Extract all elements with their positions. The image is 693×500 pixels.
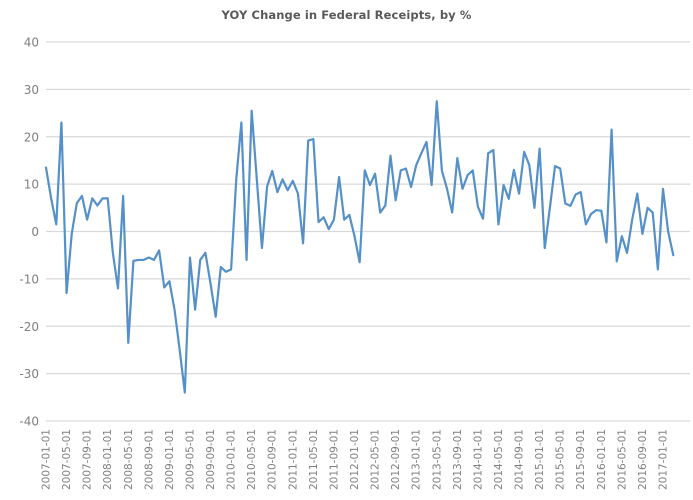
x-tick-label: 2007-09-01 — [82, 429, 94, 490]
x-tick-label: 2008-09-01 — [143, 429, 155, 490]
x-tick-label: 2009-09-01 — [205, 429, 217, 490]
data-line-YOY-%-change-in-federal-receipts — [44, 100, 675, 394]
x-tick-label: 2007-01-01 — [41, 429, 53, 490]
y-tick-label: -10 — [19, 272, 39, 286]
x-tick-label: 2014-05-01 — [493, 429, 505, 490]
x-tick-label: 2007-05-01 — [61, 429, 73, 490]
x-tick-label: 2012-09-01 — [390, 429, 402, 490]
x-tick-label: 2014-09-01 — [514, 429, 526, 490]
chart-title: YOY Change in Federal Receipts, by % — [221, 8, 472, 22]
x-tick-label: 2011-01-01 — [287, 429, 299, 490]
x-tick-label: 2012-01-01 — [349, 429, 361, 490]
x-tick-label: 2016-05-01 — [616, 429, 628, 490]
x-tick-label: 2014-01-01 — [472, 429, 484, 490]
y-tick-label: 0 — [31, 225, 39, 239]
x-tick-label: 2015-05-01 — [555, 429, 567, 490]
x-tick-label: 2012-05-01 — [370, 429, 382, 490]
x-tick-label: 2008-05-01 — [123, 429, 135, 490]
x-tick-label: 2013-01-01 — [411, 429, 423, 490]
x-tick-label: 2013-05-01 — [431, 429, 443, 490]
x-tick-label: 2010-01-01 — [226, 429, 238, 490]
y-tick-label: -30 — [19, 367, 39, 381]
x-tick-label: 2016-01-01 — [596, 429, 608, 490]
y-tick-label: -20 — [19, 320, 39, 334]
x-tick-label: 2016-09-01 — [637, 429, 649, 490]
y-tick-label: 20 — [24, 130, 39, 144]
x-tick-label: 2010-09-01 — [267, 429, 279, 490]
x-tick-label: 2008-01-01 — [102, 429, 114, 490]
x-tick-label: 2009-05-01 — [184, 429, 196, 490]
y-tick-label: 30 — [24, 83, 39, 97]
x-tick-label: 2013-09-01 — [452, 429, 464, 490]
y-tick-label: 40 — [24, 36, 39, 50]
x-tick-label: 2015-09-01 — [575, 429, 587, 490]
y-tick-label: -40 — [19, 415, 39, 429]
x-tick-label: 2009-01-01 — [164, 429, 176, 490]
x-tick-label: 2011-05-01 — [308, 429, 320, 490]
x-tick-label: 2017-01-01 — [658, 429, 670, 490]
y-tick-label: 10 — [24, 178, 39, 192]
x-tick-label: 2015-01-01 — [534, 429, 546, 490]
x-tick-label: 2010-05-01 — [246, 429, 258, 490]
x-tick-label: 2011-09-01 — [328, 429, 340, 490]
